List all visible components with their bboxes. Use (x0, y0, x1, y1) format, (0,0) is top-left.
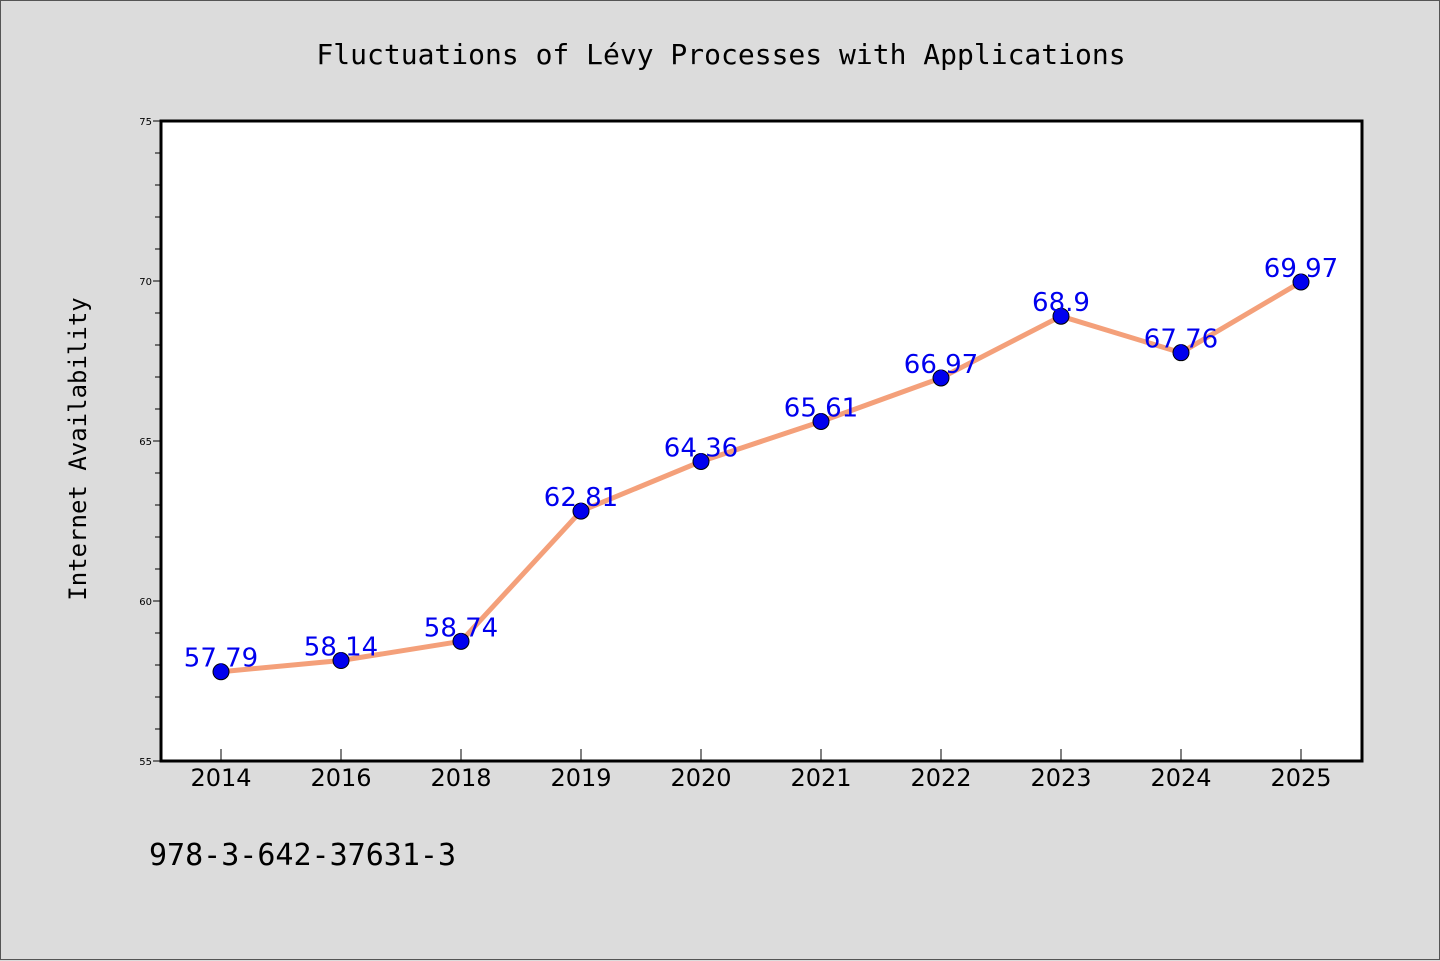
data-label: 69.97 (1264, 254, 1338, 284)
data-point (692, 452, 710, 470)
data-label: 62.81 (544, 483, 618, 513)
data-point (572, 502, 590, 520)
data-point (932, 369, 950, 387)
data-label: 68.9 (1032, 288, 1090, 318)
data-point (212, 663, 230, 681)
y-tick-label: 70 (139, 277, 152, 288)
y-tick-label: 60 (139, 597, 152, 608)
data-point (812, 412, 830, 430)
x-tick-label: 2020 (670, 764, 731, 792)
x-tick-label: 2016 (310, 764, 371, 792)
data-label: 58.14 (304, 633, 378, 663)
data-label: 58.74 (424, 613, 498, 643)
y-axis-label: Internet Availability (64, 297, 92, 600)
y-tick-label: 55 (139, 757, 152, 768)
data-label: 65.61 (784, 393, 858, 423)
y-axis-ticks: 55 60 65 70 75 (139, 117, 152, 768)
isbn-text: 978-3-642-37631-3 (149, 838, 456, 873)
data-label: 57.79 (184, 644, 258, 674)
data-point (1052, 307, 1070, 325)
data-point (332, 652, 350, 670)
chart-title: Fluctuations of Lévy Processes with Appl… (316, 38, 1125, 71)
y-tick-label: 75 (139, 117, 152, 128)
x-tick-label: 2023 (1030, 764, 1091, 792)
data-labels: 57.79 58.14 58.74 62.81 64.36 65.61 66.97 68.9 6… (184, 254, 1338, 674)
data-point (1292, 273, 1310, 291)
series-line (220, 279, 1303, 675)
x-axis-ticks: 2014 2016 2018 2019 2020 2021 2022 2023 2024 2025 (190, 749, 1332, 792)
x-tick-label: 2022 (910, 764, 971, 792)
data-label: 66.97 (904, 350, 978, 380)
data-point (1172, 344, 1190, 362)
x-tick-label: 2025 (1270, 764, 1331, 792)
x-tick-label: 2024 (1150, 764, 1211, 792)
x-tick-label: 2018 (430, 764, 491, 792)
x-tick-label: 2019 (550, 764, 611, 792)
y-minor-ticks (153, 120, 161, 762)
x-tick-label: 2021 (790, 764, 851, 792)
data-point (452, 632, 470, 650)
x-tick-label: 2014 (190, 764, 251, 792)
data-label: 64.36 (664, 433, 738, 463)
data-label: 67.76 (1144, 325, 1218, 355)
y-tick-label: 65 (139, 437, 152, 448)
data-markers (212, 273, 1310, 681)
